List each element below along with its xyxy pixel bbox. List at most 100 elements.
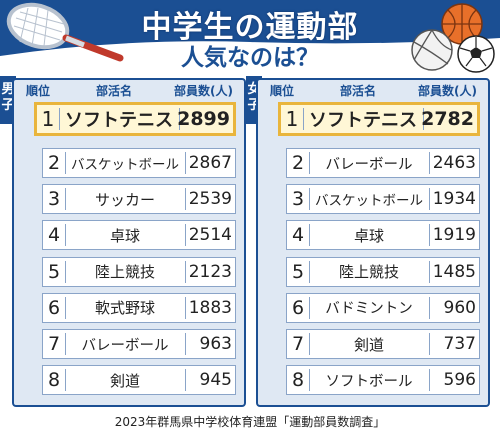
members-header: 部員数(人): [174, 84, 233, 98]
member-count-cell: 1883: [188, 297, 232, 318]
table-row: 4 卓球 2514: [42, 220, 236, 251]
member-count-cell: 2782: [421, 108, 474, 130]
club-header: 部活名: [96, 84, 133, 98]
cell-divider: [429, 333, 430, 355]
club-name-cell: バスケットボール: [315, 193, 423, 210]
rank-cell: 5: [291, 260, 305, 283]
data-source: 2023年群馬県中学校体育連盟「運動部員数調査」: [114, 415, 386, 429]
cell-divider: [309, 188, 310, 211]
member-count-cell: 2867: [188, 153, 232, 173]
cell-divider: [309, 296, 310, 319]
club-name-cell: 陸上競技: [338, 263, 399, 282]
member-count-cell: 596: [443, 370, 476, 391]
club-name-cell: 剣道: [109, 371, 140, 390]
member-count-cell: 2514: [188, 225, 232, 246]
cell-divider: [303, 108, 304, 130]
cell-divider: [429, 369, 430, 392]
rank-cell: 3: [291, 188, 305, 211]
cell-divider: [65, 296, 66, 319]
cell-divider: [179, 108, 180, 130]
table-row: 2 バスケットボール 2867: [42, 148, 236, 178]
boys-ranking-table: 順位 部活名 部員数(人) 1 ソフトテニス 2899 2 バスケットボール 2867 3 サ…: [12, 78, 246, 407]
table-row: 1 ソフトテニス 2782: [278, 102, 480, 136]
header-wave: [0, 38, 500, 78]
member-count-cell: 2123: [188, 261, 232, 282]
rank-cell: 2: [291, 152, 305, 174]
table-row: 3 バスケットボール 1934: [286, 184, 480, 215]
cell-divider: [59, 108, 60, 130]
club-name-cell: 陸上競技: [94, 263, 155, 282]
table-row: 3 サッカー 2539: [42, 184, 236, 215]
member-count-cell: 737: [443, 334, 476, 354]
table-row: 5 陸上競技 2123: [42, 256, 236, 287]
table-row: 8 ソフトボール 596: [286, 365, 480, 396]
cell-divider: [185, 296, 186, 319]
cell-divider: [65, 188, 66, 211]
cell-divider: [429, 224, 430, 247]
rank-cell: 1: [285, 107, 299, 131]
cell-divider: [429, 260, 430, 283]
club-name-cell: バスケットボール: [71, 157, 179, 173]
table-row: 7 剣道 737: [286, 329, 480, 359]
club-name-cell: バドミントン: [325, 301, 413, 318]
table-row: 6 軟式野球 1883: [42, 292, 236, 323]
cell-divider: [423, 108, 424, 130]
cell-divider: [65, 152, 66, 174]
cell-divider: [429, 152, 430, 174]
cell-divider: [309, 333, 310, 355]
member-count-cell: 945: [199, 370, 232, 391]
cell-divider: [185, 224, 186, 247]
rank-cell: 3: [47, 188, 61, 211]
club-name-cell: 卓球: [109, 226, 140, 245]
rank-cell: 7: [291, 333, 305, 355]
table-row: 2 バレーボール 2463: [286, 148, 480, 178]
member-count-cell: 960: [443, 297, 476, 318]
cell-divider: [309, 260, 310, 283]
cell-divider: [185, 369, 186, 392]
cell-divider: [309, 152, 310, 174]
member-count-cell: 2899: [177, 108, 230, 130]
members-header: 部員数(人): [418, 84, 477, 98]
rank-header: 順位: [270, 84, 295, 98]
cell-divider: [309, 224, 310, 247]
club-header: 部活名: [340, 84, 377, 98]
club-name-cell: サッカー: [94, 190, 155, 209]
rank-cell: 4: [47, 224, 61, 247]
cell-divider: [309, 369, 310, 392]
cell-divider: [185, 152, 186, 174]
cell-divider: [185, 260, 186, 283]
table-row: 4 卓球 1919: [286, 220, 480, 251]
rank-header: 順位: [26, 84, 51, 98]
club-name-cell: バレーボール: [325, 156, 413, 173]
girls-ranking-table: 順位 部活名 部員数(人) 1 ソフトテニス 2782 2 バレーボール 2463 3 バスケ…: [256, 78, 490, 407]
member-count-cell: 1934: [432, 189, 476, 210]
rank-cell: 6: [47, 296, 61, 319]
cell-divider: [429, 296, 430, 319]
volleyball-icon: [411, 29, 453, 71]
club-name-cell: ソフトボール: [325, 373, 413, 390]
cell-divider: [65, 333, 66, 355]
cell-divider: [185, 188, 186, 211]
tennis-racket-icon: [6, 2, 124, 62]
club-name-cell: ソフトテニス: [309, 110, 417, 131]
table-row: 6 バドミントン 960: [286, 292, 480, 323]
member-count-cell: 1919: [432, 225, 476, 246]
cell-divider: [429, 188, 430, 211]
rank-cell: 8: [47, 369, 61, 392]
rank-cell: 1: [41, 107, 55, 131]
table-row: 5 陸上競技 1485: [286, 256, 480, 287]
table-row: 7 バレーボール 963: [42, 329, 236, 359]
sports-balls: [411, 3, 495, 73]
page-subtitle: 人気なのは？: [181, 45, 319, 71]
club-name-cell: バレーボール: [81, 337, 169, 354]
rank-cell: 5: [47, 260, 61, 283]
club-name-cell: 軟式野球: [94, 299, 155, 318]
member-count-cell: 2539: [188, 189, 232, 210]
club-name-cell: 卓球: [353, 226, 384, 245]
cell-divider: [65, 369, 66, 392]
rank-cell: 6: [291, 296, 305, 319]
member-count-cell: 963: [199, 334, 232, 354]
table-row: 8 剣道 945: [42, 365, 236, 396]
member-count-cell: 1485: [432, 261, 476, 282]
